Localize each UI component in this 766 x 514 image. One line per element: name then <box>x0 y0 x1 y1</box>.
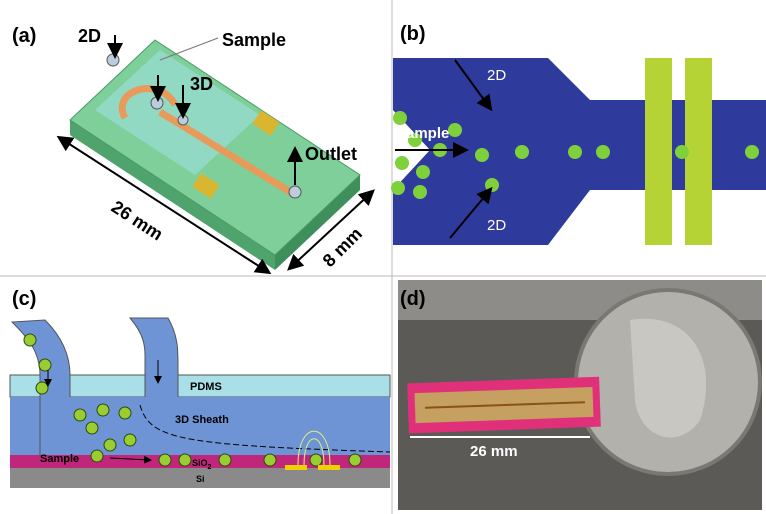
port <box>289 186 301 198</box>
channel-layer <box>10 397 390 455</box>
label: 3D <box>190 74 213 94</box>
port <box>178 115 188 125</box>
electrode <box>685 58 712 245</box>
label: Sample <box>222 30 286 50</box>
label: Sample <box>396 125 449 142</box>
layer-label: Si <box>196 474 205 484</box>
panel-d: (d) 26 mm <box>398 280 762 510</box>
electrode <box>645 58 672 245</box>
subscript: 2 <box>208 464 212 471</box>
port <box>151 97 163 109</box>
figure: (a) 2D Sample 3D Outlet 26 mm 8 mm (b) S… <box>0 0 766 514</box>
port <box>107 54 119 66</box>
label: Sample <box>40 453 79 465</box>
label: 2D <box>78 26 101 46</box>
panel-label: (b) <box>400 23 426 45</box>
label: 2D <box>487 67 506 84</box>
text: SiO <box>192 458 208 468</box>
label: Outlet <box>305 144 357 164</box>
panel-label: (d) <box>400 288 426 310</box>
panel-label: (c) <box>12 288 36 310</box>
label: 2D <box>487 217 506 234</box>
layer-label: PDMS <box>190 381 222 393</box>
electrode <box>318 465 340 470</box>
scale-label: 26 mm <box>470 443 518 460</box>
panel-label: (a) <box>12 25 36 47</box>
electrode <box>285 465 307 470</box>
layer-label: 3D Sheath <box>175 414 229 426</box>
chip <box>407 377 601 434</box>
